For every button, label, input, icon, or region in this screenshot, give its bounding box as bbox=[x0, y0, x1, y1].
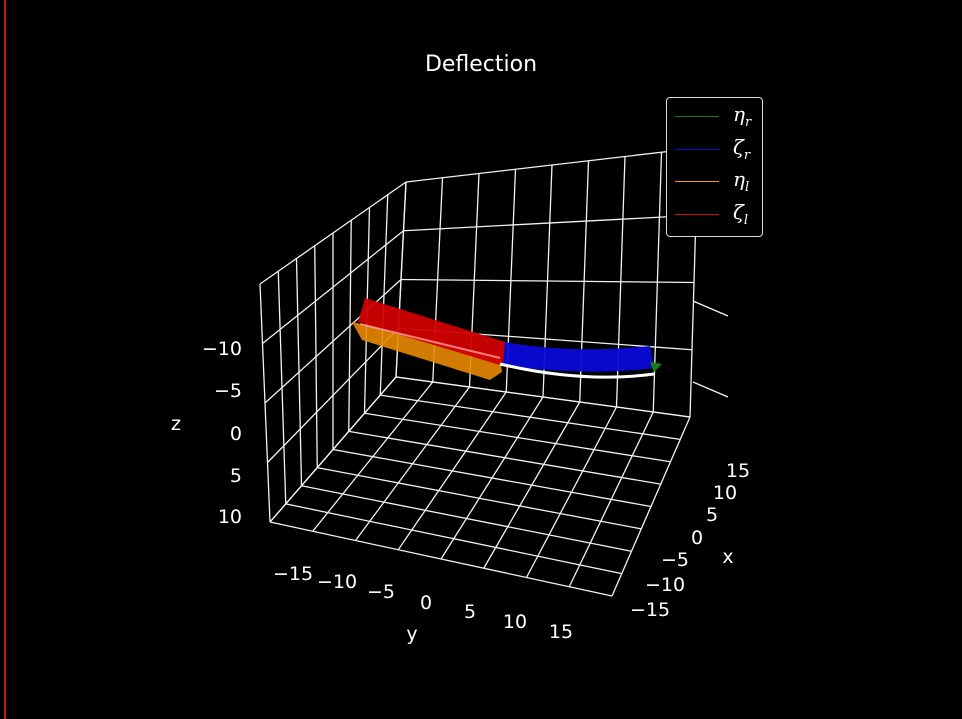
floor-grid-line-u bbox=[483, 401, 581, 569]
window-left-edge bbox=[0, 0, 6, 719]
legend-line-zeta-l bbox=[675, 214, 719, 215]
legend-line-zeta-r bbox=[675, 149, 719, 150]
z-tick-label: −5 bbox=[214, 380, 242, 402]
x-tick-label: −5 bbox=[661, 549, 689, 571]
legend-label-zeta-l: ζl bbox=[733, 200, 749, 228]
legend: ηr ζr ηl ζl bbox=[666, 97, 763, 237]
legend-label-eta-r: ηr bbox=[733, 102, 752, 130]
floor-grid-line-u bbox=[611, 416, 691, 597]
floor-grid-line-v bbox=[348, 430, 661, 485]
floor-grid-line-v bbox=[332, 448, 652, 508]
y-tick-label: −5 bbox=[367, 581, 395, 603]
x-tick-label: 5 bbox=[706, 504, 718, 526]
x-tick-label: 15 bbox=[726, 460, 750, 482]
legend-item-zeta-r: ζr bbox=[673, 135, 758, 163]
surface-eta-r bbox=[650, 362, 662, 372]
legend-label-eta-l: ηl bbox=[733, 167, 750, 195]
legend-item-zeta-l: ζl bbox=[673, 200, 758, 228]
legend-item-eta-r: ηr bbox=[673, 102, 758, 130]
back-wall-grid-horizontal bbox=[395, 376, 691, 418]
y-tick-label: −15 bbox=[273, 563, 313, 585]
z-axis-label: z bbox=[171, 413, 181, 435]
x-tick-label: −15 bbox=[630, 599, 670, 621]
chart-title: Deflection bbox=[424, 52, 538, 77]
left-wall-grid-horizontal bbox=[264, 279, 402, 404]
z-tick-label: 5 bbox=[230, 465, 242, 487]
floor-grid-line-u bbox=[525, 406, 618, 578]
z-tick-label: 0 bbox=[230, 423, 242, 445]
right-wall-grid-stub bbox=[692, 300, 729, 317]
right-wall-grid-stub bbox=[692, 381, 729, 398]
x-tick-label: −10 bbox=[645, 574, 685, 596]
left-wall-grid-horizontal bbox=[262, 230, 404, 345]
legend-line-eta-r bbox=[675, 116, 719, 117]
floor-grid-line-u bbox=[568, 411, 654, 588]
legend-label-zeta-r: ζr bbox=[733, 135, 751, 163]
floor-grid-line-v bbox=[364, 412, 671, 463]
y-tick-label: −10 bbox=[317, 571, 357, 593]
back-wall-grid-horizontal bbox=[405, 147, 699, 183]
y-tick-label: 0 bbox=[420, 592, 432, 614]
surface-eta-l bbox=[352, 322, 502, 380]
floor-grid-line-v bbox=[380, 394, 681, 441]
legend-item-eta-l: ηl bbox=[673, 167, 758, 195]
x-tick-label: 0 bbox=[691, 527, 703, 549]
legend-line-eta-l bbox=[675, 181, 719, 182]
surface-zeta-r bbox=[503, 342, 654, 372]
beam-edge-line bbox=[499, 362, 655, 379]
left-wall-grid-horizontal bbox=[267, 327, 399, 463]
surface-zeta-l bbox=[358, 298, 505, 366]
x-tick-label: 10 bbox=[713, 482, 737, 504]
beam-highlight-line bbox=[359, 323, 501, 359]
z-tick-label: −10 bbox=[202, 338, 242, 360]
left-wall-grid-horizontal bbox=[269, 376, 397, 523]
back-wall-grid-horizontal bbox=[403, 214, 697, 232]
z-tick-label: 10 bbox=[218, 506, 242, 528]
x-axis-label: x bbox=[722, 546, 733, 568]
y-tick-label: 15 bbox=[549, 621, 573, 643]
y-axis-label: y bbox=[406, 623, 417, 645]
y-tick-label: 5 bbox=[464, 601, 476, 623]
left-wall-grid-horizontal bbox=[259, 181, 407, 285]
back-wall-grid-horizontal bbox=[400, 278, 695, 284]
y-tick-label: 10 bbox=[503, 611, 527, 633]
